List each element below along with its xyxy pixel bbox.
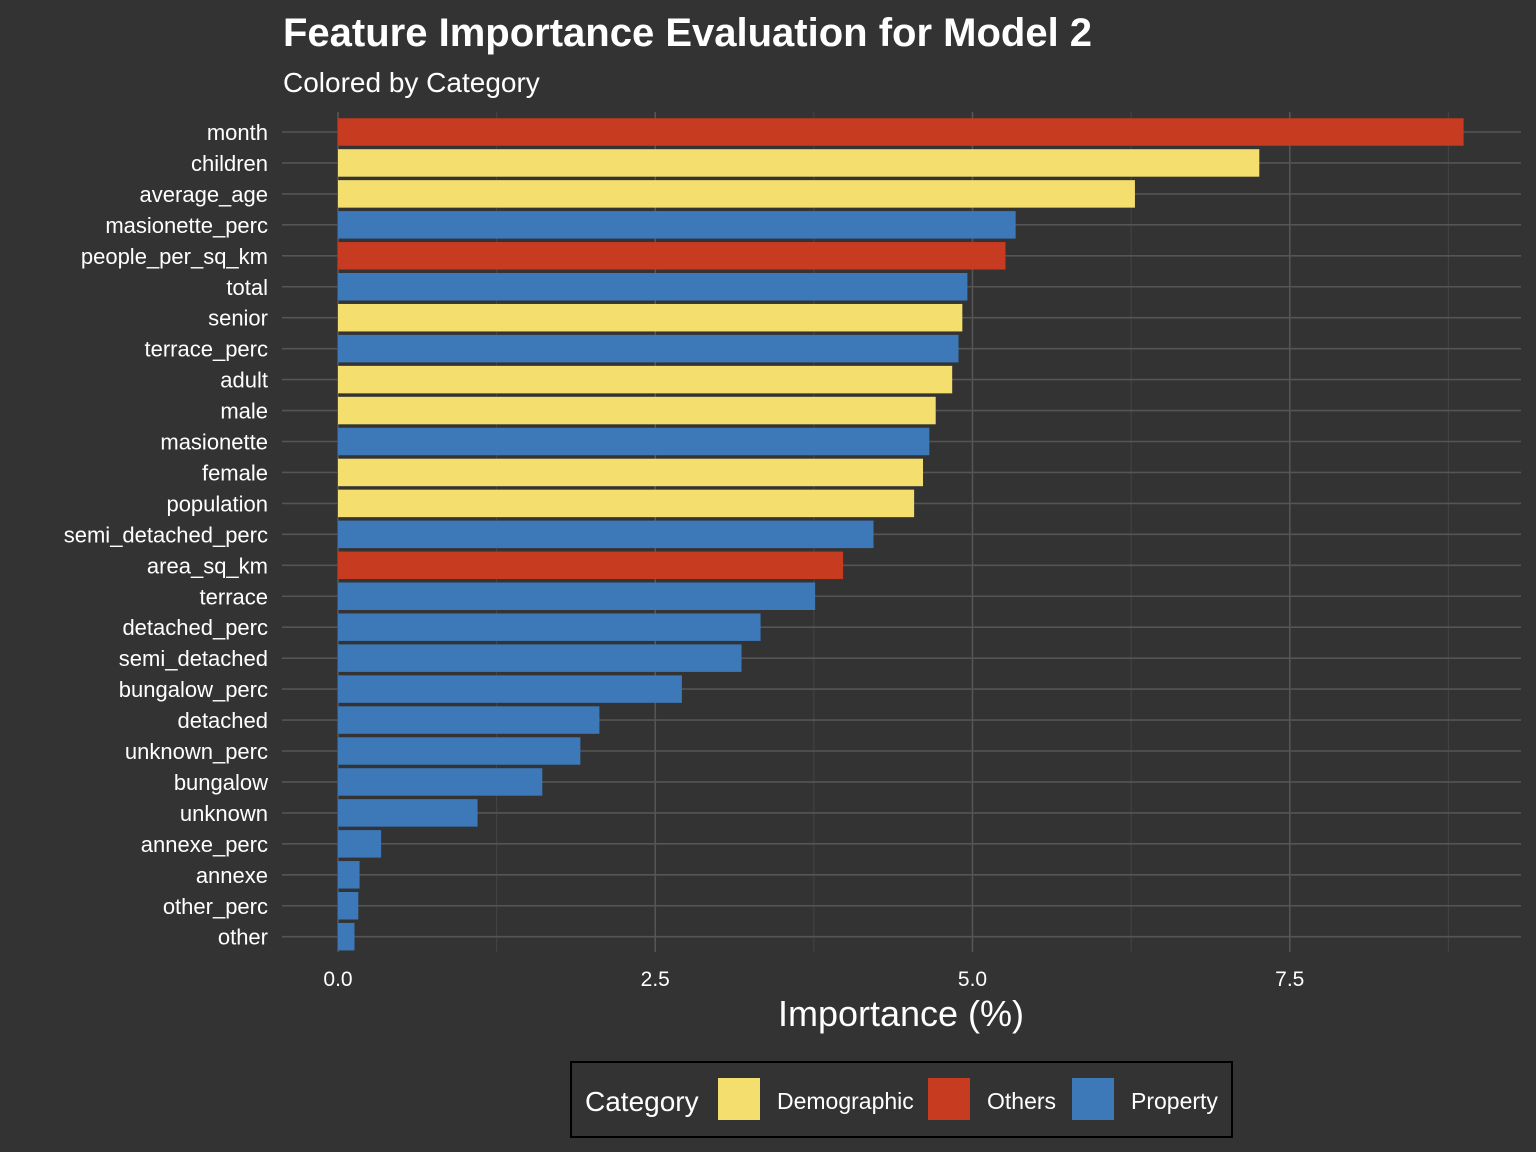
bars-layer	[338, 118, 1464, 951]
bar-other-perc	[338, 892, 359, 920]
bar-annexe-perc	[338, 830, 382, 858]
bar-people-per-sq-km	[338, 242, 1006, 270]
bar-female	[338, 458, 924, 487]
x-tick-label: 0.0	[323, 968, 352, 991]
y-tick-label: terrace	[200, 584, 268, 609]
chart-subtitle: Colored by Category	[283, 67, 540, 98]
legend-label-others: Others	[987, 1088, 1056, 1114]
bar-bungalow-perc	[338, 675, 682, 703]
legend-key-demographic	[718, 1078, 760, 1120]
bar-semi-detached-perc	[338, 520, 874, 549]
y-tick-label: month	[207, 120, 268, 145]
y-tick-label: average_age	[140, 182, 268, 207]
bar-adult	[338, 365, 953, 394]
bar-terrace-perc	[338, 334, 959, 363]
y-tick-label: terrace_perc	[144, 337, 268, 362]
y-tick-label: semi_detached_perc	[64, 522, 268, 547]
bar-other	[338, 922, 355, 951]
bar-population	[338, 489, 915, 518]
bar-unknown-perc	[338, 737, 581, 765]
bar-detached-perc	[338, 613, 761, 641]
x-tick-label: 2.5	[641, 968, 670, 991]
legend-title: Category	[585, 1086, 699, 1117]
bar-area-sq-km	[338, 551, 844, 580]
legend-key-others	[928, 1078, 970, 1120]
legend-label-demographic: Demographic	[777, 1088, 914, 1114]
y-tick-label: people_per_sq_km	[81, 244, 268, 269]
bar-average-age	[338, 180, 1135, 208]
y-tick-label: unknown_perc	[125, 739, 268, 764]
y-tick-label: other	[218, 925, 268, 950]
y-tick-label: semi_detached	[119, 646, 268, 671]
x-axis-tick-labels: 0.0 2.5 5.0 7.5	[323, 968, 1304, 991]
bar-male	[338, 396, 936, 425]
y-tick-label: total	[226, 275, 268, 300]
y-tick-label: unknown	[180, 801, 268, 826]
y-tick-label: bungalow	[174, 770, 268, 795]
bar-detached	[338, 706, 600, 734]
bar-semi-detached	[338, 644, 742, 672]
bar-unknown	[338, 799, 478, 827]
legend-key-property	[1072, 1078, 1114, 1120]
bar-masionette-perc	[338, 211, 1016, 239]
bar-annexe	[338, 861, 360, 889]
chart-title: Feature Importance Evaluation for Model …	[283, 11, 1092, 55]
y-tick-label: masionette_perc	[105, 213, 268, 238]
y-tick-label: annexe_perc	[141, 832, 268, 857]
bar-total	[338, 273, 968, 301]
legend-label-property: Property	[1131, 1088, 1218, 1114]
bar-month	[338, 118, 1464, 146]
legend-box	[570, 1061, 1233, 1138]
y-tick-label: area_sq_km	[147, 553, 268, 578]
x-tick-label: 5.0	[958, 968, 987, 991]
y-tick-label: population	[166, 491, 268, 516]
y-tick-label: bungalow_perc	[119, 677, 268, 702]
y-tick-label: senior	[208, 306, 268, 331]
x-axis-title: Importance (%)	[778, 993, 1024, 1034]
legend: Category Demographic Others Property	[570, 1061, 1233, 1138]
y-tick-label: other_perc	[163, 894, 268, 919]
y-tick-label: detached_perc	[122, 615, 268, 640]
bar-bungalow	[338, 768, 543, 796]
bar-terrace	[338, 582, 816, 610]
y-axis-labels: month children average_age masionette_percp…	[64, 120, 268, 950]
bar-children	[338, 149, 1260, 177]
bar-masionette	[338, 427, 930, 456]
y-tick-label: annexe	[196, 863, 268, 888]
y-tick-label: adult	[220, 368, 268, 393]
bar-senior	[338, 303, 963, 332]
x-tick-label: 7.5	[1275, 968, 1304, 991]
y-tick-label: detached	[177, 708, 268, 733]
y-tick-label: children	[191, 151, 268, 176]
y-tick-label: female	[202, 460, 268, 485]
y-tick-label: masionette	[160, 430, 268, 455]
y-tick-label: male	[220, 399, 268, 424]
